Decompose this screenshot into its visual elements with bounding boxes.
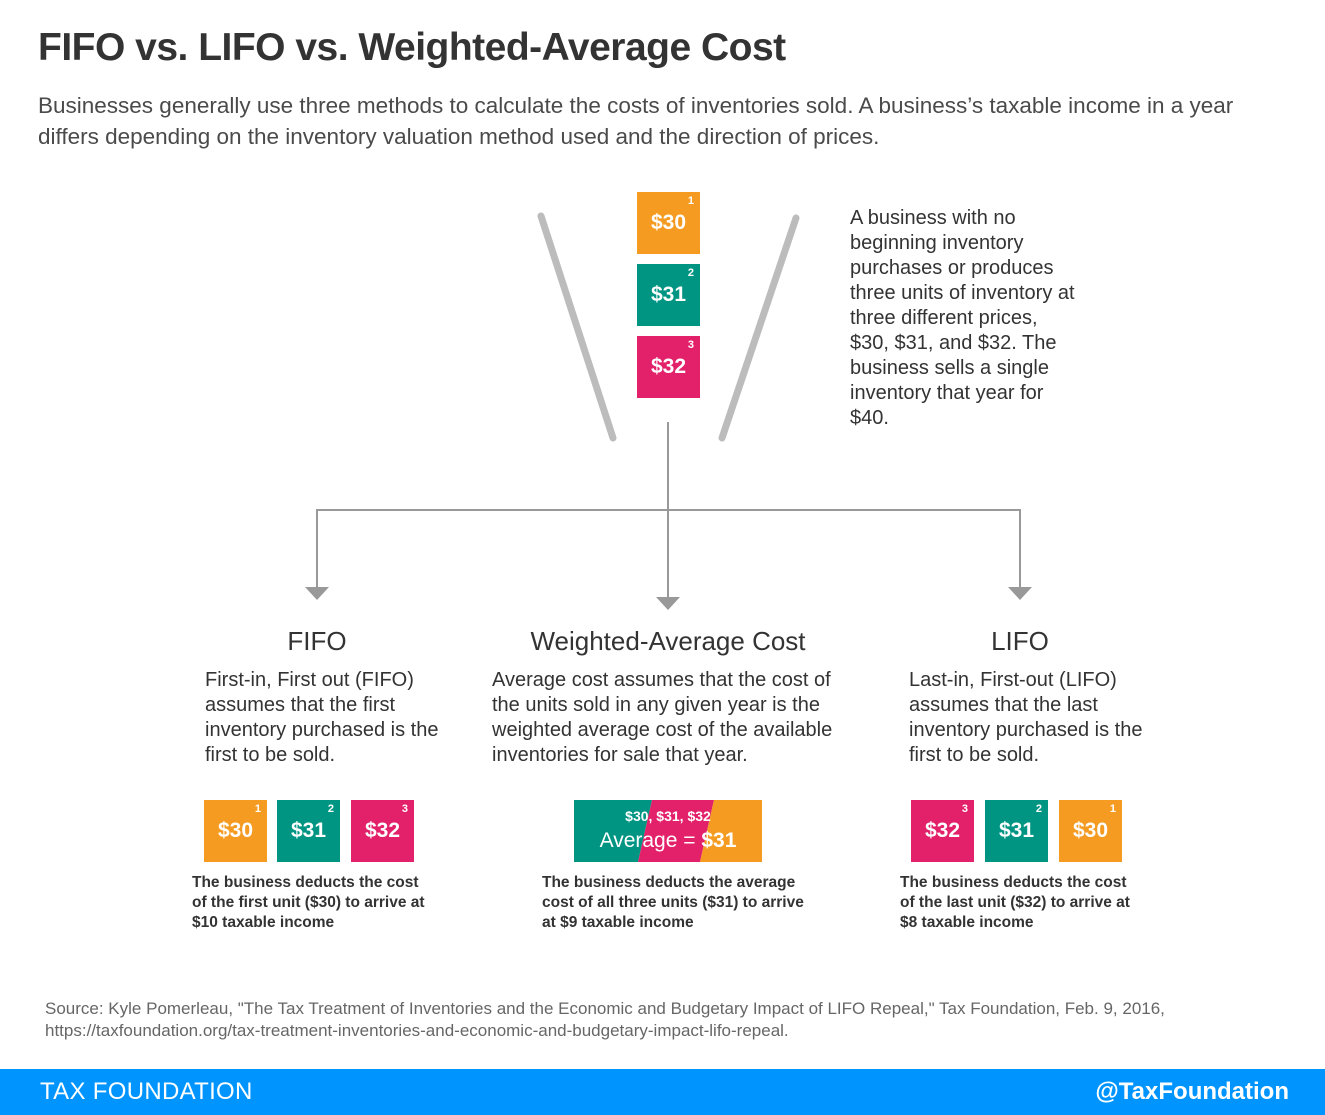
page-subtitle: Businesses generally use three methods t… [38, 93, 1234, 149]
unit-number: 2 [327, 803, 334, 815]
lifo-description: Last-in, First-out (LIFO) assumes that t… [909, 669, 1143, 766]
top-unit-3: 3 $32 [637, 336, 700, 398]
unit-number: 1 [1109, 803, 1116, 815]
unit-number: 1 [687, 195, 694, 207]
average-cost-bar: $30, $31, $32 Average = $31 [574, 800, 762, 862]
unit-price: $30 [217, 819, 254, 842]
fifo-title: FIFO [287, 626, 347, 656]
unit-price: $31 [290, 819, 327, 842]
wac-title: Weighted-Average Cost [530, 626, 806, 656]
avg-segment-teal [574, 800, 652, 862]
wac-result: The business deducts the average cost of… [542, 874, 804, 931]
unit-price: $31 [998, 819, 1035, 842]
lifo-unit-2: 2 $31 [985, 800, 1048, 862]
footer-twitter-handle[interactable]: @TaxFoundation [1095, 1078, 1289, 1105]
fifo-unit-2: 2 $31 [277, 800, 340, 862]
unit-price: $31 [650, 283, 687, 306]
average-bar-formula: Average = $31 [574, 829, 762, 853]
unit-number: 1 [254, 803, 261, 815]
funnel-left-line [537, 212, 617, 442]
arrow-center-icon [656, 597, 680, 610]
footer-bar: TAX FOUNDATION @TaxFoundation [0, 1069, 1325, 1115]
average-bar-value: $31 [701, 829, 737, 852]
lifo-title: LIFO [991, 626, 1049, 656]
fifo-result: The business deducts the cost of the fir… [192, 874, 425, 931]
top-unit-2: 2 $31 [637, 264, 700, 326]
wac-description: Average cost assumes that the cost of th… [492, 669, 833, 766]
unit-price: $32 [924, 819, 961, 842]
unit-number: 3 [961, 803, 968, 815]
scenario-description: A business with no beginning inventory p… [850, 207, 1075, 429]
lifo-unit-3: 3 $32 [911, 800, 974, 862]
unit-number: 2 [1035, 803, 1042, 815]
footer-brand: TAX FOUNDATION [40, 1078, 253, 1105]
unit-number: 3 [401, 803, 408, 815]
average-bar-background [574, 800, 762, 862]
unit-price: $30 [650, 211, 687, 234]
avg-segment-orange [700, 800, 762, 862]
fifo-unit-3: 3 $32 [351, 800, 414, 862]
unit-price: $32 [650, 355, 687, 378]
top-unit-1: 1 $30 [637, 192, 700, 254]
unit-price: $30 [1072, 819, 1109, 842]
unit-number: 2 [687, 267, 694, 279]
funnel-right-line [718, 214, 800, 442]
fifo-unit-1: 1 $30 [204, 800, 267, 862]
lifo-result: The business deducts the cost of the las… [900, 874, 1130, 931]
unit-price: $32 [364, 819, 401, 842]
unit-number: 3 [687, 339, 694, 351]
source-citation: Source: Kyle Pomerleau, "The Tax Treatme… [45, 999, 1165, 1040]
fifo-description: First-in, First out (FIFO) assumes that … [205, 669, 439, 766]
average-bar-prices: $30, $31, $32 [625, 808, 711, 824]
arrow-left-icon [305, 587, 329, 600]
arrow-right-icon [1008, 587, 1032, 600]
page-title: FIFO vs. LIFO vs. Weighted-Average Cost [38, 26, 786, 69]
avg-segment-pink [638, 800, 714, 862]
average-bar-label: Average = [599, 829, 696, 852]
lifo-unit-1: 1 $30 [1059, 800, 1122, 862]
